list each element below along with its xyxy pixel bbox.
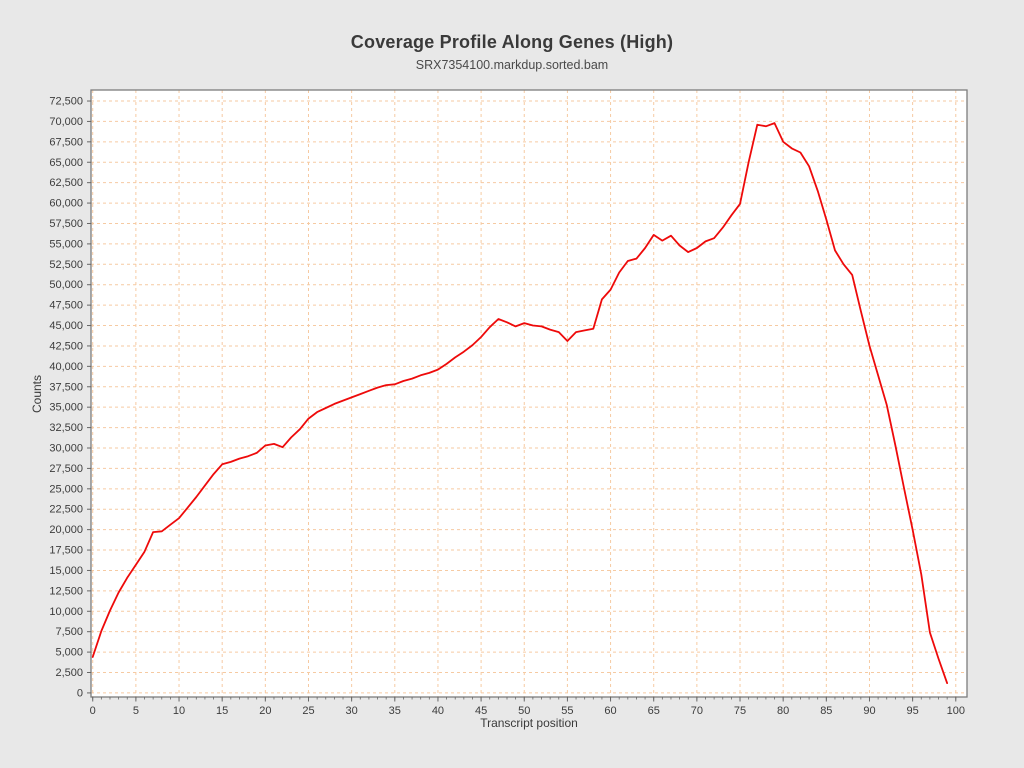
- chart-title: Coverage Profile Along Genes (High): [350, 32, 674, 52]
- svg-text:30,000: 30,000: [49, 442, 83, 454]
- svg-text:12,500: 12,500: [49, 585, 83, 597]
- svg-text:0: 0: [90, 705, 96, 717]
- svg-text:45: 45: [475, 705, 487, 717]
- svg-text:35: 35: [389, 705, 401, 717]
- chart-subtitle: SRX7354100.markdup.sorted.bam: [415, 58, 609, 72]
- svg-text:32,500: 32,500: [49, 422, 83, 434]
- svg-text:5: 5: [133, 705, 139, 717]
- svg-text:20: 20: [259, 705, 271, 717]
- svg-text:10,000: 10,000: [49, 606, 83, 618]
- svg-text:50: 50: [518, 705, 530, 717]
- svg-text:17,500: 17,500: [49, 545, 83, 557]
- svg-text:67,500: 67,500: [49, 136, 83, 148]
- svg-text:62,500: 62,500: [49, 177, 83, 189]
- svg-text:70: 70: [691, 705, 703, 717]
- svg-text:80: 80: [777, 705, 789, 717]
- svg-text:50,000: 50,000: [49, 279, 83, 291]
- svg-text:55,000: 55,000: [49, 238, 83, 250]
- svg-text:0: 0: [77, 687, 83, 699]
- svg-text:5,000: 5,000: [55, 647, 83, 659]
- svg-text:15,000: 15,000: [49, 565, 83, 577]
- svg-text:30: 30: [346, 705, 358, 717]
- svg-text:25: 25: [302, 705, 314, 717]
- svg-text:95: 95: [907, 705, 919, 717]
- svg-text:40,000: 40,000: [49, 361, 83, 373]
- svg-text:40: 40: [432, 705, 444, 717]
- svg-text:72,500: 72,500: [49, 96, 83, 108]
- svg-text:20,000: 20,000: [49, 524, 83, 536]
- svg-text:90: 90: [863, 705, 875, 717]
- svg-text:10: 10: [173, 705, 185, 717]
- svg-text:42,500: 42,500: [49, 340, 83, 352]
- svg-text:52,500: 52,500: [49, 259, 83, 271]
- svg-text:65: 65: [648, 705, 660, 717]
- svg-text:45,000: 45,000: [49, 320, 83, 332]
- svg-text:2,500: 2,500: [55, 667, 83, 679]
- svg-text:60,000: 60,000: [49, 198, 83, 210]
- x-axis-label: Transcript position: [480, 716, 578, 730]
- svg-text:15: 15: [216, 705, 228, 717]
- svg-text:25,000: 25,000: [49, 483, 83, 495]
- svg-text:7,500: 7,500: [55, 626, 83, 638]
- svg-text:75: 75: [734, 705, 746, 717]
- svg-text:55: 55: [561, 705, 573, 717]
- svg-text:100: 100: [947, 705, 965, 717]
- svg-text:65,000: 65,000: [49, 157, 83, 169]
- svg-text:22,500: 22,500: [49, 504, 83, 516]
- svg-text:85: 85: [820, 705, 832, 717]
- svg-text:35,000: 35,000: [49, 402, 83, 414]
- svg-text:70,000: 70,000: [49, 116, 83, 128]
- svg-text:57,500: 57,500: [49, 218, 83, 230]
- svg-text:60: 60: [604, 705, 616, 717]
- svg-text:47,500: 47,500: [49, 300, 83, 312]
- svg-text:27,500: 27,500: [49, 463, 83, 475]
- svg-text:37,500: 37,500: [49, 381, 83, 393]
